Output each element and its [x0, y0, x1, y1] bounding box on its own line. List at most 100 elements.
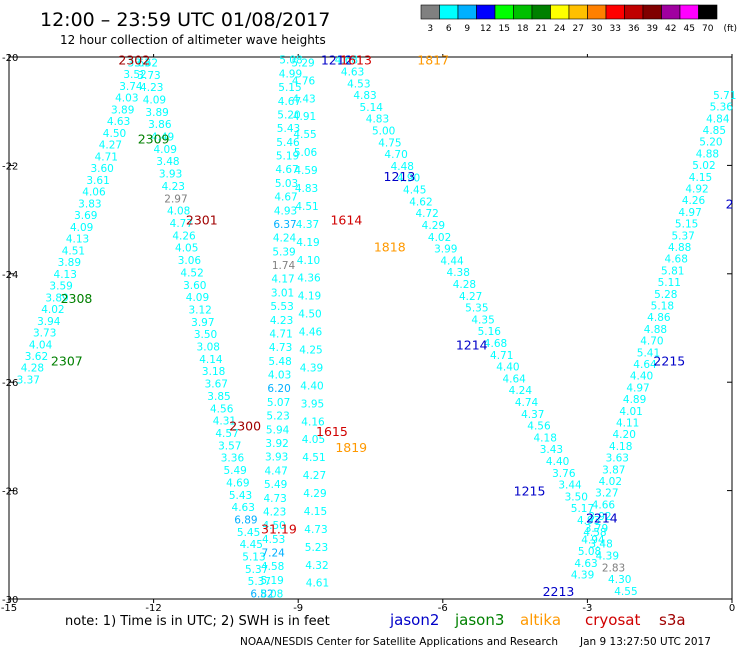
track-id-label: 31.19 [261, 522, 297, 537]
swh-point: 5.23 [305, 542, 328, 554]
track-id-label: 1615 [316, 424, 348, 439]
swh-point: 6.37 [273, 219, 296, 231]
swh-point: 4.27 [459, 291, 482, 303]
swh-point: 4.99 [279, 68, 302, 80]
track-id-label: 1613 [340, 53, 372, 68]
chart-subtitle: 12 hour collection of altimeter wave hei… [60, 33, 326, 47]
swh-point: 3.48 [589, 539, 612, 551]
swh-point: 3.92 [588, 511, 611, 523]
satellite-legend-item: jason2 [389, 611, 439, 629]
swh-point: 6.82 [250, 589, 273, 601]
swh-point: 4.43 [292, 93, 315, 105]
swh-point: 4.55 [293, 129, 316, 141]
colorbar-swatch [587, 4, 607, 20]
swh-point: 4.61 [306, 578, 329, 590]
swh-point: 4.63 [232, 502, 255, 514]
swh-point: 5.48 [268, 356, 291, 368]
swh-point: 4.18 [609, 441, 632, 453]
colorbar-label: 21 [536, 24, 547, 34]
swh-point: 4.23 [263, 506, 286, 518]
swh-point: 3.27 [595, 488, 618, 500]
swh-point: 4.44 [440, 255, 464, 267]
swh-point: 4.52 [180, 267, 203, 279]
track-id-label: 1215 [514, 484, 546, 499]
swh-point: 5.15 [278, 82, 301, 94]
swh-point: 4.97 [678, 207, 701, 219]
swh-point: 4.04 [29, 339, 53, 351]
y-tick-label: -28 [2, 487, 18, 498]
swh-point: 5.43 [277, 123, 300, 135]
swh-point: 3.63 [606, 453, 629, 465]
swh-point: 4.73 [304, 524, 327, 536]
swh-point: 3.36 [221, 453, 245, 465]
swh-point: 4.70 [384, 149, 407, 161]
swh-point: 7.24 [261, 548, 285, 560]
swh-point: 4.23 [140, 82, 163, 94]
track-id-label: 2 [726, 196, 734, 211]
swh-point: 4.11 [616, 418, 639, 430]
satellite-legend-item: cryosat [585, 611, 640, 629]
footer-note: note: 1) Time is in UTC; 2) SWH is in fe… [65, 614, 330, 629]
swh-point: 4.37 [521, 409, 544, 421]
colorbar-label: 30 [591, 24, 603, 34]
colorbar-swatch [494, 4, 514, 20]
swh-point: 4.55 [614, 586, 637, 598]
colorbar-label: 27 [573, 24, 584, 34]
swh-point: 4.40 [630, 371, 653, 383]
swh-point: 4.25 [299, 344, 322, 356]
swh-point: 3.89 [58, 257, 81, 269]
swh-point: 4.36 [297, 273, 321, 285]
swh-point: 4.37 [296, 219, 319, 231]
swh-point: 4.89 [623, 394, 646, 406]
swh-point: 4.35 [471, 314, 494, 326]
swh-point: 4.51 [62, 245, 85, 257]
swh-point: 3.99 [434, 244, 457, 256]
swh-point: 4.83 [353, 90, 376, 102]
swh-point: 5.23 [266, 411, 289, 423]
swh-point: 3.97 [191, 317, 214, 329]
swh-point: 5.20 [699, 137, 722, 149]
x-tick-label: -6 [438, 603, 448, 614]
satellite-legend: jason2 jason3 altika cryosat s3a [389, 611, 686, 629]
swh-point: 4.83 [366, 114, 389, 126]
swh-point: 4.03 [268, 370, 291, 382]
swh-point: 3.95 [301, 398, 324, 410]
y-tick-label: -30 [2, 595, 18, 606]
track-id-label: 2302 [118, 53, 150, 68]
data-marks: 3.633.523.744.033.894.634.504.274.713.60… [17, 55, 737, 601]
swh-point: 5.08 [260, 589, 283, 601]
swh-point: 4.56 [210, 403, 234, 415]
swh-point: 3.85 [207, 391, 230, 403]
swh-point: 4.19 [296, 237, 319, 249]
track-id-label: 1614 [330, 213, 362, 228]
colorbar-label: 18 [517, 24, 529, 34]
swh-point: 4.50 [103, 128, 126, 140]
colorbar-swatch [457, 4, 477, 20]
swh-point: 3.01 [271, 287, 294, 299]
swh-point: 4.09 [70, 222, 93, 234]
swh-point: 4.08 [167, 206, 190, 218]
footer-credit: NOAA/NESDIS Center for Satellite Applica… [240, 636, 558, 648]
swh-point: 6.20 [267, 383, 290, 395]
swh-point: 4.40 [546, 456, 569, 468]
swh-point: 4.90 [397, 173, 420, 185]
swh-point: 5.14 [360, 102, 384, 114]
swh-point: 4.86 [647, 312, 671, 324]
swh-point: 5.19 [276, 151, 299, 163]
colorbar-swatch [439, 4, 459, 20]
swh-point: 5.45 [237, 527, 260, 539]
swh-point: 4.26 [682, 195, 706, 207]
swh-point: 4.09 [143, 94, 166, 106]
swh-point: 4.85 [703, 125, 726, 137]
swh-point: 3.62 [135, 57, 158, 69]
swh-point: 4.40 [300, 380, 323, 392]
swh-point: 4.27 [99, 140, 122, 152]
swh-point: 4.30 [608, 574, 631, 586]
swh-point: 4.84 [706, 113, 730, 125]
swh-point: 4.56 [527, 421, 551, 433]
swh-point: 4.58 [583, 527, 606, 539]
swh-point: 5.13 [242, 552, 265, 564]
swh-point: 4.93 [274, 205, 297, 217]
swh-point: 3.63 [127, 57, 150, 69]
